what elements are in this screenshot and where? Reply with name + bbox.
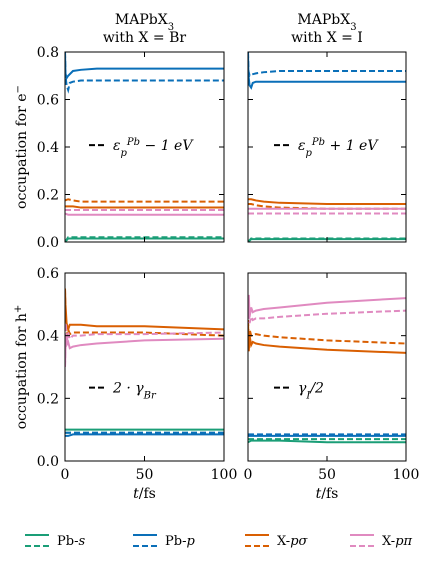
- series-line-Pbp-dashed: [65, 52, 224, 94]
- y-tick-label: 0.4: [37, 329, 59, 345]
- axes-frame: [247, 272, 407, 462]
- panel-title-line1: MAPbX3: [115, 12, 174, 33]
- series-line-Xp-dashed: [248, 319, 406, 345]
- panel-title-line1: MAPbX3: [297, 12, 356, 33]
- y-axis-label: occupation for h+: [13, 305, 31, 430]
- series-line-Xp-dashed: [65, 323, 224, 368]
- y-tick-label: 0.6: [37, 266, 59, 282]
- legend-label: X-pπ: [382, 534, 413, 549]
- series-line-Xp-solid: [248, 198, 406, 205]
- y-tick-label: 0.4: [37, 140, 59, 156]
- panel-title-line2: with X = I: [291, 30, 363, 46]
- legend-label: Pb-s: [57, 534, 85, 549]
- y-axis-label: occupation for e−: [13, 85, 31, 209]
- y-tick-label: 0.8: [37, 45, 59, 61]
- x-tick-label: 0: [61, 467, 70, 483]
- x-tick-label: 50: [136, 467, 154, 483]
- series-line-Pbp-solid: [248, 52, 406, 90]
- series-line-Pbp-solid: [65, 433, 224, 437]
- y-tick-label: 0.0: [37, 235, 59, 251]
- x-axis-label: t/fs: [316, 486, 339, 502]
- series-line-Xp-solid: [65, 205, 224, 209]
- panel-3: 0.0 0.2 0.4 0.6 0 50 100 occupation for h+ t/fs 2…: [13, 266, 238, 502]
- series-line-Pbp-dashed: [248, 52, 406, 78]
- legend-label: X-pσ: [277, 534, 309, 549]
- series-line-Xp-solid: [248, 319, 406, 354]
- x-axis-label: t/fs: [133, 486, 156, 502]
- series-line-Xp-dashed: [248, 304, 406, 324]
- legend: Pb-s Pb-p X-pσ X-pπ: [25, 534, 413, 549]
- series-line-Xp-solid: [65, 212, 224, 216]
- series-line-Xp-dashed: [65, 198, 224, 203]
- y-tick-label: 0.0: [37, 454, 59, 470]
- y-tick-label: 0.2: [37, 188, 59, 204]
- x-tick-label: 100: [211, 467, 238, 483]
- panel-annotation: εpPb − 1 eV: [113, 137, 194, 159]
- panel-annotation: γI/2: [298, 381, 324, 402]
- x-tick-label: 50: [318, 467, 336, 483]
- series-line-Pbs-solid: [248, 439, 406, 444]
- legend-label: Pb-p: [165, 534, 195, 549]
- x-tick-label: 100: [393, 467, 420, 483]
- series-line-Pbs-dashed: [248, 237, 406, 242]
- x-tick-label: 0: [244, 467, 253, 483]
- series-line-Xp-solid: [65, 335, 224, 368]
- panel-4: 0 50 100 t/fs γI/2: [244, 272, 420, 502]
- panel-title-line2: with X = Br: [103, 30, 186, 46]
- y-tick-label: 0.2: [37, 391, 59, 407]
- panel-annotation: 2 · γBr: [112, 381, 157, 402]
- series-line-Xp-dashed: [248, 203, 406, 210]
- panel-annotation: εpPb + 1 eV: [298, 137, 379, 159]
- series-line-Xp-solid: [65, 288, 224, 333]
- y-tick-label: 0.6: [37, 93, 59, 109]
